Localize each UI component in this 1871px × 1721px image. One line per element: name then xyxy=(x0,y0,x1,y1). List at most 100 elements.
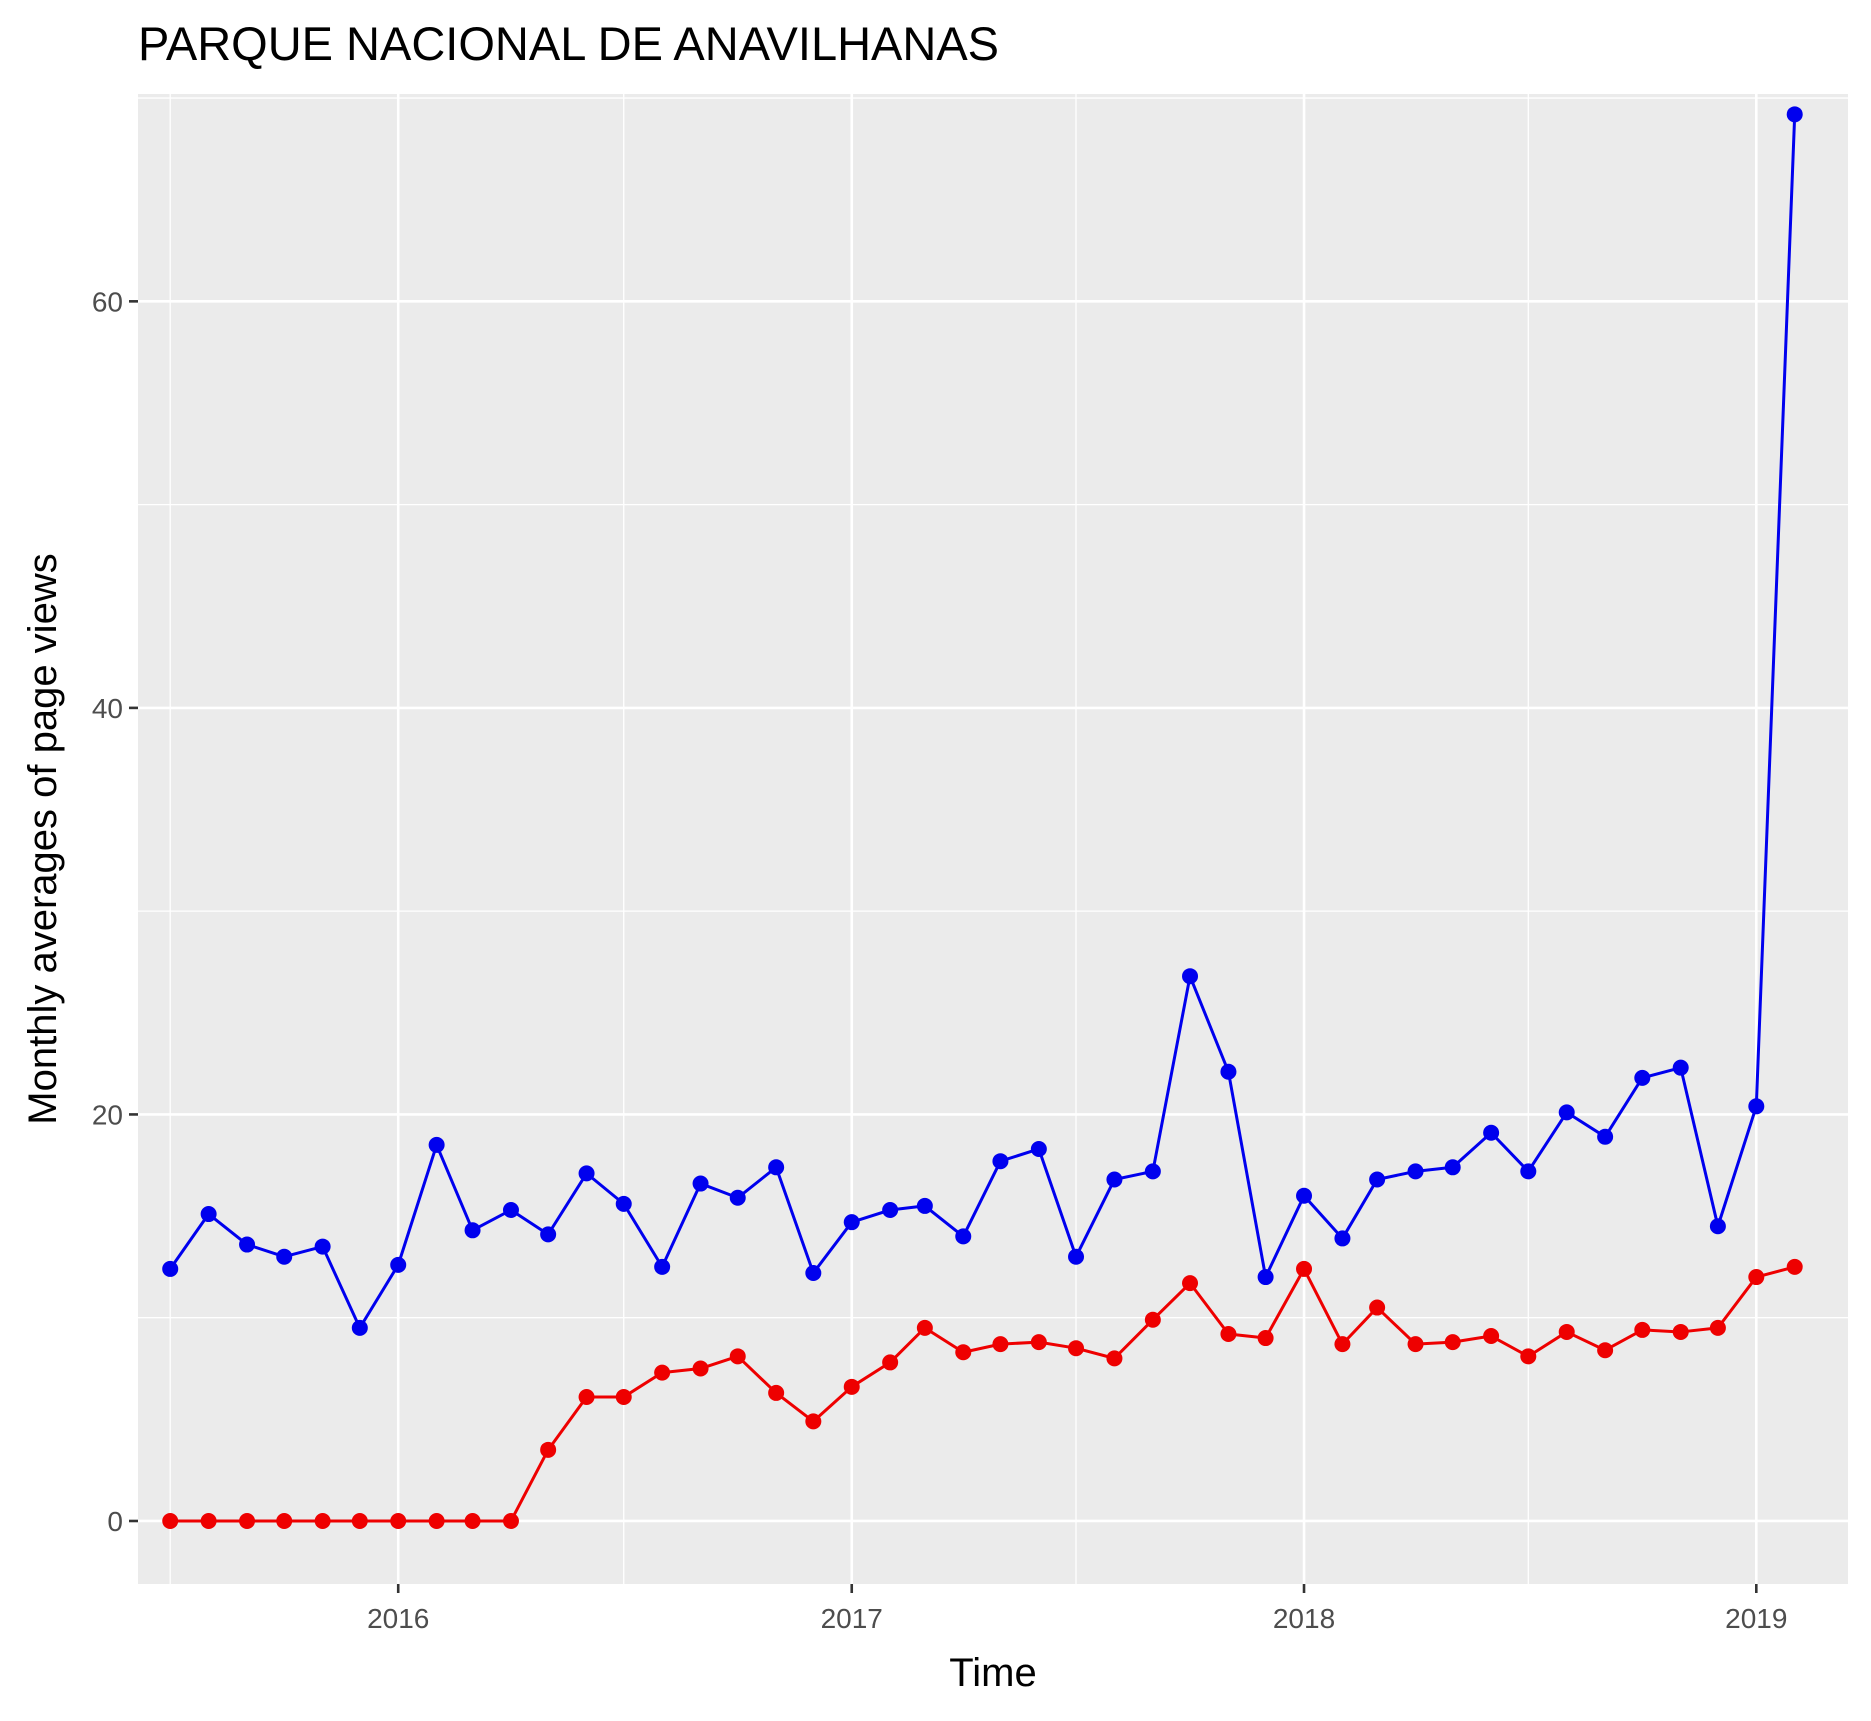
data-point xyxy=(1483,1124,1500,1141)
y-axis: 0 20 40 60 xyxy=(92,286,138,1537)
data-point xyxy=(390,1512,407,1529)
data-point xyxy=(1634,1321,1651,1338)
plot-panel xyxy=(138,94,1848,1584)
data-point xyxy=(1068,1340,1085,1357)
data-point xyxy=(1369,1171,1386,1188)
x-tick-label: 2016 xyxy=(367,1603,429,1634)
y-tick-label: 0 xyxy=(107,1506,123,1537)
data-point xyxy=(239,1512,256,1529)
series-1 xyxy=(162,1258,1803,1529)
data-point xyxy=(768,1159,785,1176)
data-point xyxy=(1444,1334,1461,1351)
data-point xyxy=(1634,1069,1651,1086)
data-point xyxy=(314,1512,331,1529)
data-point xyxy=(1520,1163,1537,1180)
data-point xyxy=(276,1512,293,1529)
x-tick-label: 2018 xyxy=(1273,1603,1335,1634)
data-point xyxy=(351,1319,368,1336)
x-tick-label: 2017 xyxy=(821,1603,883,1634)
data-point xyxy=(1444,1159,1461,1176)
data-point xyxy=(843,1214,860,1231)
data-point xyxy=(843,1378,860,1395)
data-point xyxy=(1144,1163,1161,1180)
y-axis-label: Monthly averages of page views xyxy=(21,553,65,1124)
data-point xyxy=(1257,1269,1274,1286)
data-point xyxy=(1182,968,1199,985)
data-point xyxy=(1296,1187,1313,1204)
data-point xyxy=(1182,1275,1199,1292)
data-point xyxy=(464,1222,481,1239)
data-point xyxy=(1483,1328,1500,1345)
series-0 xyxy=(162,106,1803,1336)
data-point xyxy=(1220,1063,1237,1080)
chart-title: PARQUE NACIONAL DE ANAVILHANAS xyxy=(138,17,999,70)
data-point xyxy=(276,1248,293,1265)
data-point xyxy=(1030,1334,1047,1351)
minor-gridlines xyxy=(138,94,1848,1584)
series-line xyxy=(168,114,1797,1330)
data-point xyxy=(654,1258,671,1275)
x-axis: 2016 2017 2018 2019 xyxy=(367,1584,1787,1634)
data-point xyxy=(1786,106,1803,123)
data-point xyxy=(502,1201,519,1218)
data-point xyxy=(578,1388,595,1405)
data-point xyxy=(502,1512,519,1529)
data-point xyxy=(200,1206,217,1223)
data-point xyxy=(955,1344,972,1361)
data-point xyxy=(428,1136,445,1153)
data-point xyxy=(1597,1128,1614,1145)
data-point xyxy=(654,1364,671,1381)
data-point xyxy=(1786,1258,1803,1275)
data-point xyxy=(1369,1299,1386,1316)
data-point xyxy=(1558,1323,1575,1340)
data-point xyxy=(1257,1330,1274,1347)
data-point xyxy=(916,1197,933,1214)
data-point xyxy=(1106,1350,1123,1367)
data-point xyxy=(955,1228,972,1245)
data-point xyxy=(615,1195,632,1212)
data-point xyxy=(729,1189,746,1206)
data-point xyxy=(162,1512,179,1529)
data-point xyxy=(1334,1230,1351,1247)
data-point xyxy=(1520,1348,1537,1365)
data-point xyxy=(390,1256,407,1273)
data-point xyxy=(1558,1104,1575,1121)
data-point xyxy=(428,1512,445,1529)
data-point xyxy=(1748,1098,1765,1115)
data-point xyxy=(1144,1311,1161,1328)
data-point xyxy=(1334,1336,1351,1353)
data-point xyxy=(1407,1336,1424,1353)
data-point xyxy=(1709,1218,1726,1235)
data-point xyxy=(992,1153,1009,1170)
x-tick-label: 2019 xyxy=(1725,1603,1787,1634)
data-point xyxy=(351,1512,368,1529)
y-tick-label: 60 xyxy=(92,286,123,317)
data-point xyxy=(200,1512,217,1529)
data-point xyxy=(540,1441,557,1458)
data-point xyxy=(1672,1323,1689,1340)
data-point xyxy=(1597,1342,1614,1359)
data-point xyxy=(464,1512,481,1529)
data-point xyxy=(916,1319,933,1336)
y-tick-label: 20 xyxy=(92,1099,123,1130)
series-layer xyxy=(162,106,1803,1529)
data-point xyxy=(882,1201,899,1218)
data-point xyxy=(1296,1260,1313,1277)
data-point xyxy=(1709,1319,1726,1336)
data-point xyxy=(692,1175,709,1192)
data-point xyxy=(1030,1140,1047,1157)
y-tick-label: 40 xyxy=(92,693,123,724)
data-point xyxy=(805,1264,822,1281)
data-point xyxy=(882,1354,899,1371)
data-point xyxy=(805,1413,822,1430)
data-point xyxy=(729,1348,746,1365)
data-point xyxy=(1748,1269,1765,1286)
data-point xyxy=(540,1226,557,1243)
data-point xyxy=(239,1236,256,1253)
data-point xyxy=(1106,1171,1123,1188)
data-point xyxy=(1672,1059,1689,1076)
data-point xyxy=(578,1165,595,1182)
data-point xyxy=(1068,1248,1085,1265)
data-point xyxy=(1220,1325,1237,1342)
